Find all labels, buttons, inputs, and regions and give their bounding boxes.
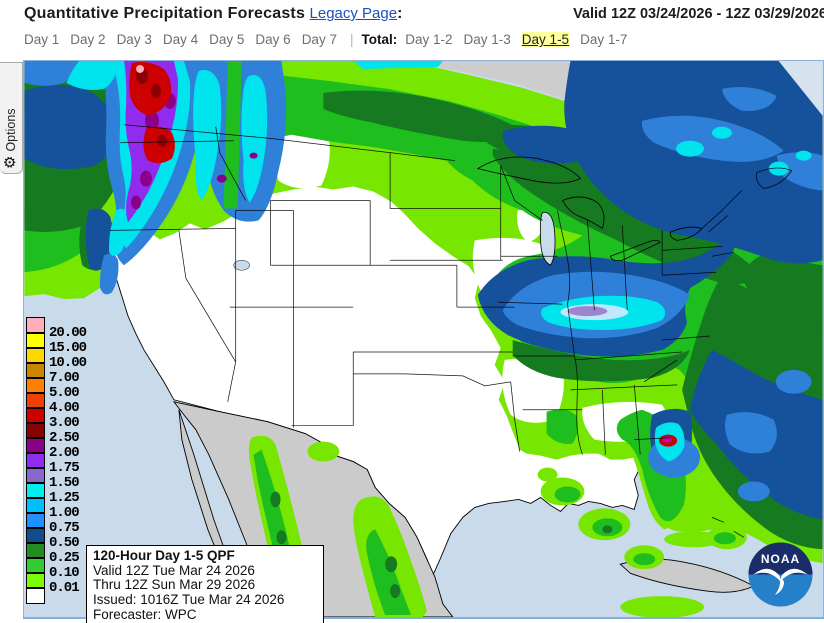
nav-day-link[interactable]: Day 1: [24, 32, 60, 47]
nav-total-link[interactable]: Day 1-7: [580, 32, 628, 47]
legend-value: 0.50: [49, 535, 80, 551]
legend-swatch: [26, 332, 45, 349]
legend-value: 20.00: [49, 325, 87, 341]
legend-swatch: [26, 392, 45, 409]
legend-swatch: [26, 482, 45, 499]
legend-value: 1.25: [49, 490, 80, 506]
legend-swatch: [26, 512, 45, 529]
legend-value: 3.00: [49, 415, 80, 431]
state-borders: [110, 124, 793, 538]
legend-swatch: [26, 407, 45, 424]
nav-day-link[interactable]: Day 3: [116, 32, 152, 47]
nav-total-link[interactable]: Day 1-2: [405, 32, 453, 47]
legend-value: 2.50: [49, 430, 80, 446]
title-colon: :: [397, 5, 403, 22]
precip-map-svg: [24, 61, 823, 617]
legend-value: 1.00: [49, 505, 80, 521]
forecast-info-box: 120-Hour Day 1-5 QPF Valid 12Z Tue Mar 2…: [86, 545, 324, 623]
valid-range-text: Valid 12Z 03/24/2026 - 12Z 03/29/2026: [573, 6, 824, 22]
nav-total-link[interactable]: Day 1-5: [521, 32, 570, 47]
options-tab-inner: ⚙ Options: [0, 63, 21, 173]
legend-value: 0.10: [49, 565, 80, 581]
legend-swatch: [26, 317, 45, 334]
legend-value: 5.00: [49, 385, 80, 401]
nav-day-link[interactable]: Day 7: [301, 32, 337, 47]
page-title: Quantitative Precipitation Forecasts: [24, 5, 306, 22]
nav-separator: |: [349, 32, 354, 47]
legend-value: 0.01: [49, 580, 80, 596]
legend-swatch: [26, 557, 45, 574]
info-box-line: Issued: 1016Z Tue Mar 24 2026: [93, 592, 285, 608]
nav-day-link[interactable]: Day 2: [70, 32, 106, 47]
legend-swatch: [26, 572, 45, 589]
info-box-line: Thru 12Z Sun Mar 29 2026: [93, 577, 256, 593]
nav-day-link[interactable]: Day 5: [209, 32, 245, 47]
total-label: Total:: [361, 32, 398, 47]
info-box-line: Forecaster: WPC: [93, 606, 197, 622]
legend-swatch: [26, 377, 45, 394]
nav-day-link[interactable]: Day 4: [162, 32, 199, 47]
legend-value: 1.75: [49, 460, 80, 476]
legend-swatch: [26, 527, 45, 544]
legend-value: 0.25: [49, 550, 80, 566]
options-tab-label: Options: [3, 108, 18, 152]
info-box-lines: Valid 12Z Tue Mar 24 2026 Thru 12Z Sun Ma…: [93, 562, 317, 623]
legend-swatch: [26, 542, 45, 559]
legend-value: 15.00: [49, 340, 87, 356]
legend-swatch: [26, 587, 45, 604]
precip-150-core: [567, 306, 608, 317]
legend-value: 1.50: [49, 475, 80, 491]
options-tab[interactable]: ⚙ Options: [0, 62, 23, 174]
info-box-title: 120-Hour Day 1-5 QPF: [93, 548, 235, 563]
day-nav: Day 1 Day 2 Day 3 Day 4 Day 5 Day 6 Day 7 | Tota…: [24, 32, 638, 47]
legend-swatch: [26, 362, 45, 379]
total-links: Day 1-2 Day 1-3 Day 1-5 Day 1-7: [405, 32, 638, 47]
qpf-map: 20.00 15.00 10.00 7.00 5.00 4.00 3.00 2.50 2.00 1…: [23, 60, 824, 623]
precip-heavy-cores: [129, 61, 678, 447]
day-links: Day 1 Day 2 Day 3 Day 4 Day 5 Day 6 Day 7: [24, 32, 348, 47]
legend-swatch: [26, 347, 45, 364]
header: Quantitative Precipitation Forecasts Leg…: [0, 0, 824, 58]
nav-total-link[interactable]: Day 1-3: [463, 32, 511, 47]
noaa-logo: NOAA: [748, 542, 813, 607]
legend-value: 2.00: [49, 445, 80, 461]
legend-swatch: [26, 452, 45, 469]
canada-land: [408, 61, 603, 113]
gear-icon: ⚙: [2, 155, 19, 169]
legend-value: 7.00: [49, 370, 80, 386]
legend-swatch: [26, 497, 45, 514]
info-box-line: Valid 12Z Tue Mar 24 2026: [93, 562, 255, 578]
great-lakes: [233, 156, 703, 271]
title-row: Quantitative Precipitation Forecasts Leg…: [24, 5, 402, 23]
legacy-page-link[interactable]: Legacy Page: [309, 5, 398, 22]
nav-day-link[interactable]: Day 6: [255, 32, 291, 47]
legend-swatch: [26, 422, 45, 439]
legend-value: 4.00: [49, 400, 80, 416]
legend-swatches: [26, 317, 97, 604]
legend-value: 10.00: [49, 355, 87, 371]
legend-value: 0.75: [49, 520, 80, 536]
precip-legend: 20.00 15.00 10.00 7.00 5.00 4.00 3.00 2.50 2.00 1…: [26, 317, 97, 604]
legend-swatch: [26, 437, 45, 454]
noaa-logo-text: NOAA: [761, 552, 800, 566]
legend-swatch: [26, 467, 45, 484]
